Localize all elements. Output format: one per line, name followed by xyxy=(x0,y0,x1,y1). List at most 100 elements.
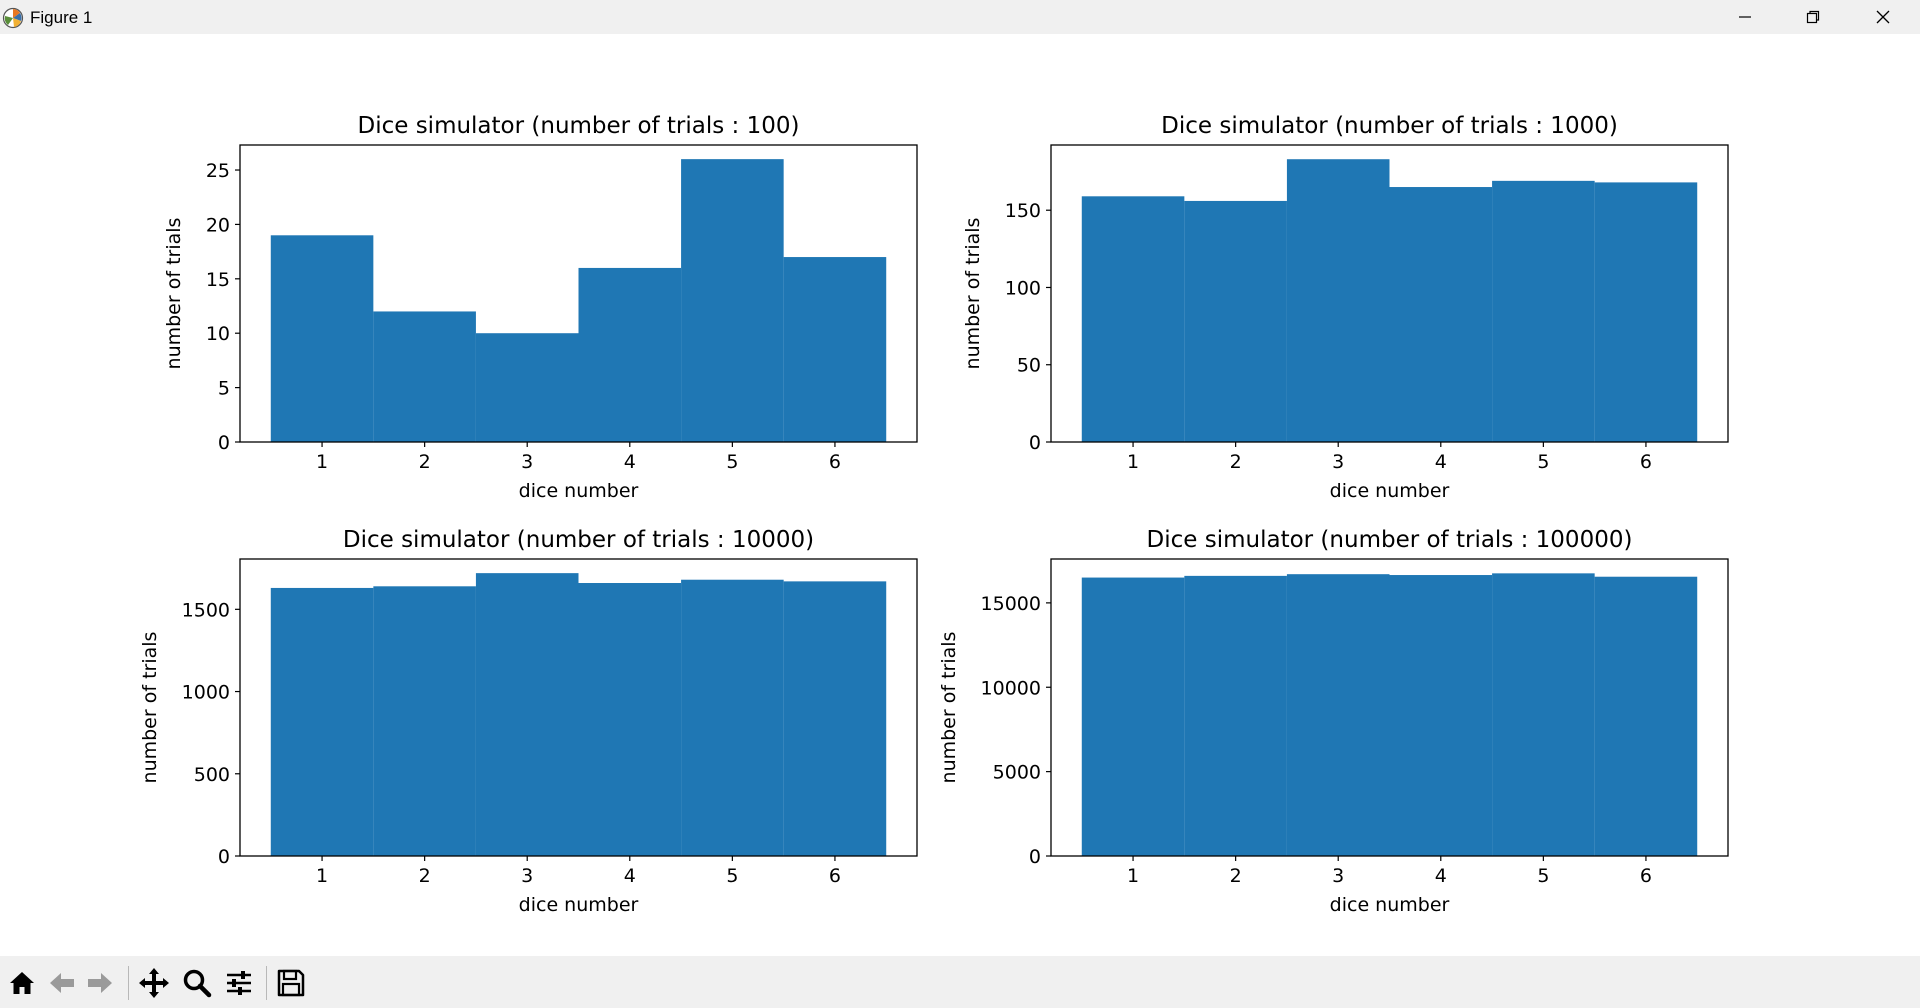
x-tick-label: 1 xyxy=(316,865,328,887)
y-tick-label: 0 xyxy=(218,846,230,868)
y-axis-label: number of trials xyxy=(139,632,161,784)
bar xyxy=(783,581,887,856)
chart-title: Dice simulator (number of trials : 10000… xyxy=(1147,527,1633,553)
subplot-1: 1 2 3 4 5 6 0 5 10 15 20 25 Dice simulator (number o… xyxy=(163,113,918,502)
y-tick-label: 500 xyxy=(194,764,230,786)
close-icon xyxy=(1876,10,1890,24)
y-axis-label: number of trials xyxy=(938,632,960,784)
x-tick-label: 4 xyxy=(624,865,636,887)
axes-frame xyxy=(1050,558,1729,857)
y-tick-label: 25 xyxy=(206,160,230,182)
bar xyxy=(1081,577,1185,856)
window-title: Figure 1 xyxy=(30,8,93,27)
restore-icon xyxy=(1806,10,1820,24)
x-tick-label: 6 xyxy=(1640,865,1652,887)
toolbar-separator xyxy=(266,966,267,1000)
bar xyxy=(475,573,579,856)
y-tick-label: 50 xyxy=(1017,355,1041,377)
bar xyxy=(270,235,374,442)
matplotlib-logo-icon xyxy=(2,7,24,29)
subplot-4: 1 2 3 4 5 6 0 5000 10000 15000 Dice simulator (num… xyxy=(938,527,1729,916)
chart-title: Dice simulator (number of trials : 10000… xyxy=(343,527,814,553)
back-button[interactable] xyxy=(45,966,79,1000)
x-tick-label: 2 xyxy=(1230,865,1242,887)
arrow-right-icon xyxy=(88,973,112,993)
x-axis-label: dice number xyxy=(519,480,639,502)
restore-button[interactable] xyxy=(1778,0,1848,34)
x-tick-label: 2 xyxy=(419,451,431,473)
x-tick-label: 6 xyxy=(829,865,841,887)
bar xyxy=(373,311,476,442)
y-tick-label: 150 xyxy=(1005,200,1041,222)
x-tick-label: 5 xyxy=(1537,865,1549,887)
toolbar-separator xyxy=(128,966,129,1000)
x-tick-label: 5 xyxy=(726,865,738,887)
x-axis-label: dice number xyxy=(519,894,639,916)
bar xyxy=(1389,575,1493,856)
magnifier-icon xyxy=(183,969,212,998)
bar xyxy=(1492,180,1595,442)
chart-title: Dice simulator (number of trials : 1000) xyxy=(1161,113,1618,139)
x-tick-label: 6 xyxy=(829,451,841,473)
floppy-disk-icon xyxy=(277,969,305,997)
x-tick-label: 1 xyxy=(1127,865,1139,887)
figure-canvas[interactable]: 1 2 3 4 5 6 0 5 10 15 20 25 Dice simulator (number o… xyxy=(0,34,1920,956)
y-tick-label: 10 xyxy=(206,323,230,345)
bar xyxy=(373,586,476,856)
x-tick-label: 4 xyxy=(624,451,636,473)
y-tick-label: 0 xyxy=(1029,432,1041,454)
x-axis-label: dice number xyxy=(1330,894,1450,916)
bar xyxy=(1286,574,1390,856)
axes-frame xyxy=(1050,144,1729,443)
bar xyxy=(1594,182,1698,442)
x-tick-label: 6 xyxy=(1640,451,1652,473)
y-axis-label: number of trials xyxy=(163,218,185,370)
x-tick-label: 4 xyxy=(1435,451,1447,473)
pan-button[interactable] xyxy=(137,966,171,1000)
y-tick-label: 0 xyxy=(1029,846,1041,868)
bar xyxy=(783,257,887,442)
bar xyxy=(1184,575,1287,856)
navigation-toolbar xyxy=(0,956,1920,1008)
y-tick-label: 1000 xyxy=(182,682,230,704)
bar xyxy=(1081,196,1185,442)
zoom-button[interactable] xyxy=(180,966,214,1000)
x-tick-label: 1 xyxy=(1127,451,1139,473)
home-button[interactable] xyxy=(5,966,39,1000)
forward-button[interactable] xyxy=(83,966,117,1000)
y-tick-label: 20 xyxy=(206,214,230,236)
save-button[interactable] xyxy=(274,966,308,1000)
x-tick-label: 3 xyxy=(521,865,533,887)
x-tick-label: 3 xyxy=(1332,451,1344,473)
bar xyxy=(1492,573,1595,856)
bar xyxy=(681,159,784,442)
configure-subplots-button[interactable] xyxy=(222,966,256,1000)
chart-title: Dice simulator (number of trials : 100) xyxy=(357,113,799,139)
home-icon xyxy=(10,972,34,994)
axes-frame xyxy=(239,144,918,443)
x-tick-label: 1 xyxy=(316,451,328,473)
bar xyxy=(681,579,784,856)
title-bar: Figure 1 xyxy=(0,0,1920,34)
bar xyxy=(1389,187,1493,442)
y-tick-label: 15000 xyxy=(981,593,1041,615)
x-tick-label: 5 xyxy=(1537,451,1549,473)
bar xyxy=(270,587,374,856)
minimize-button[interactable] xyxy=(1710,0,1780,34)
y-tick-label: 15 xyxy=(206,269,230,291)
x-tick-label: 2 xyxy=(419,865,431,887)
y-tick-label: 5000 xyxy=(993,762,1041,784)
x-tick-label: 4 xyxy=(1435,865,1447,887)
subplot-3: 1 2 3 4 5 6 0 500 1000 1500 Dice simulator (number… xyxy=(139,527,918,916)
y-tick-label: 1500 xyxy=(182,599,230,621)
bar xyxy=(1594,576,1698,856)
move-icon xyxy=(139,968,169,998)
y-tick-label: 0 xyxy=(218,432,230,454)
bar xyxy=(1286,159,1390,442)
x-axis-label: dice number xyxy=(1330,480,1450,502)
arrow-left-icon xyxy=(50,973,74,993)
sliders-icon xyxy=(227,971,251,995)
close-button[interactable] xyxy=(1848,0,1918,34)
x-tick-label: 3 xyxy=(521,451,533,473)
x-tick-label: 3 xyxy=(1332,865,1344,887)
